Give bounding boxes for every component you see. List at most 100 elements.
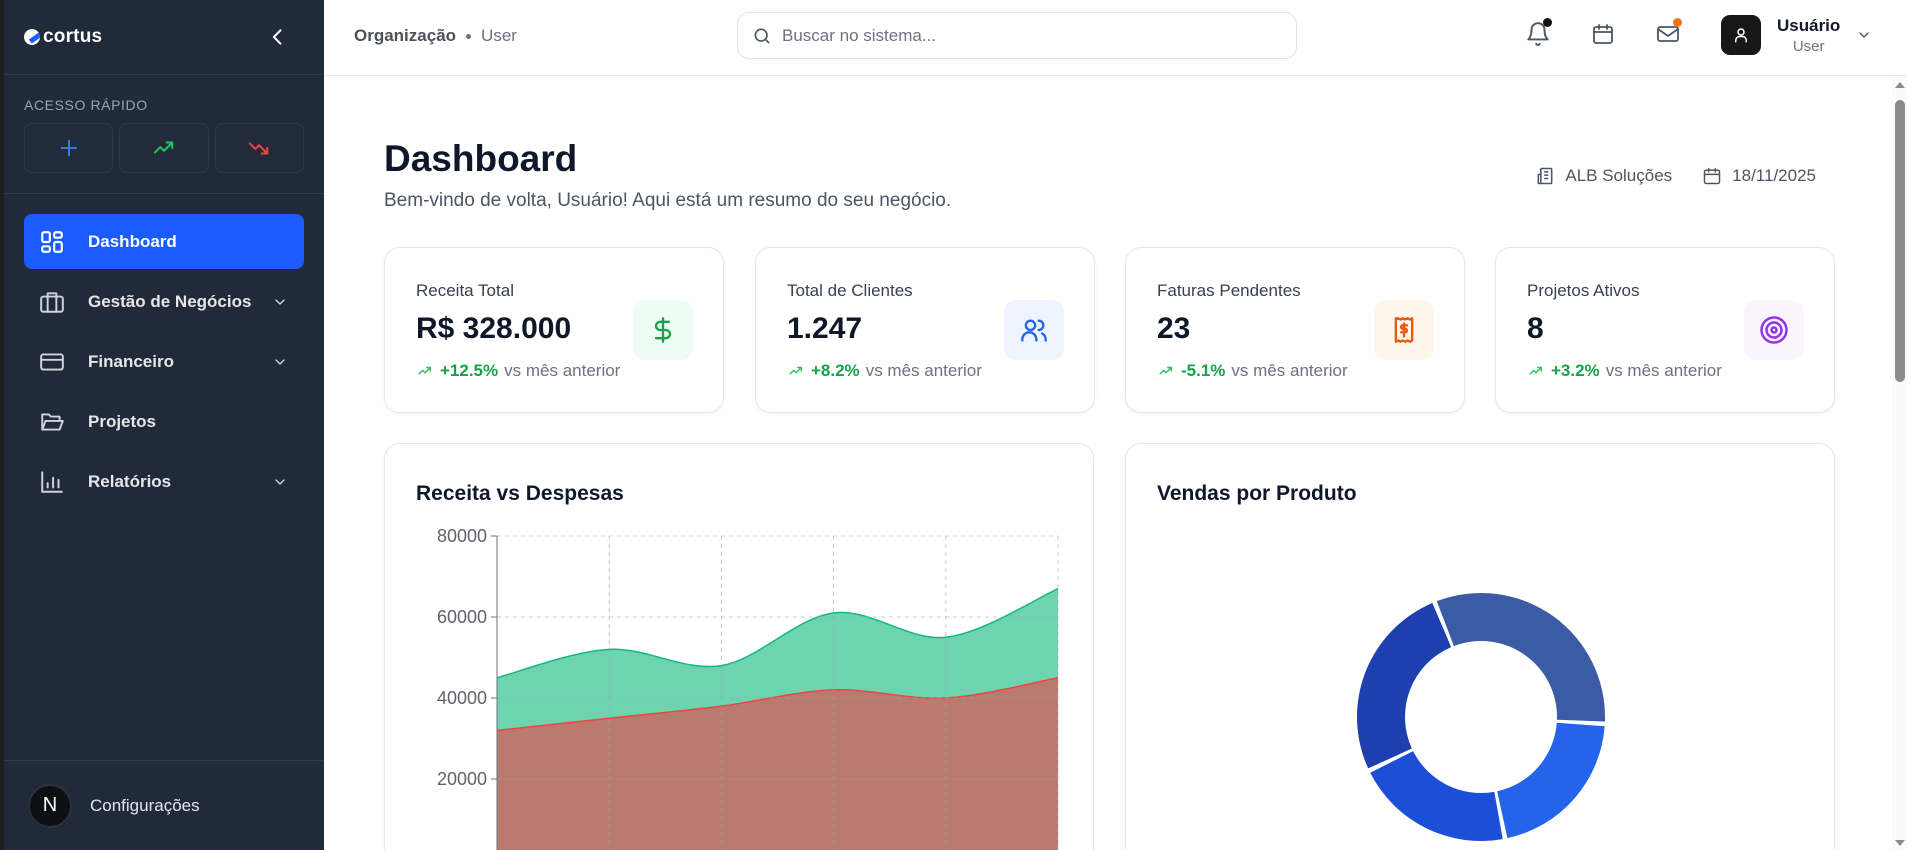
revenue-expenses-panel: Receita vs Despesas 20000 40000 60000 80000 bbox=[384, 443, 1094, 850]
chevron-left-icon bbox=[272, 29, 282, 45]
stat-card-projetos-ativos[interactable]: Projetos Ativos 8 +3.2% vs mês anterior bbox=[1495, 247, 1835, 413]
trending-down-icon bbox=[249, 142, 269, 155]
chevron-down-icon bbox=[275, 358, 285, 365]
stat-change: +3.2% vs mês anterior bbox=[1527, 361, 1722, 381]
logo-mark-icon bbox=[24, 29, 40, 45]
stat-card-total-clientes[interactable]: Total de Clientes 1.247 +8.2% vs mês ant… bbox=[755, 247, 1095, 413]
sidebar: cortus ACESSO RÁPIDO bbox=[4, 0, 324, 850]
sales-donut-chart[interactable] bbox=[1126, 444, 1836, 850]
stat-label: Projetos Ativos bbox=[1527, 281, 1640, 300]
sidebar-item-label: Gestão de Negócios bbox=[88, 291, 252, 311]
quick-expense-button[interactable] bbox=[214, 123, 304, 173]
stat-icon-container bbox=[1374, 300, 1434, 360]
y-tick-label: 80000 bbox=[437, 526, 487, 546]
search-input[interactable] bbox=[782, 25, 1262, 46]
scroll-thumb[interactable] bbox=[1895, 100, 1905, 382]
mail-icon bbox=[1657, 26, 1679, 42]
stat-card-faturas-pendentes[interactable]: Faturas Pendentes 23 -5.1% vs mês anteri… bbox=[1125, 247, 1465, 413]
donut-slice[interactable] bbox=[1436, 593, 1605, 722]
breadcrumb-separator bbox=[466, 33, 472, 39]
users-icon bbox=[1021, 319, 1047, 342]
y-tick-label: 20000 bbox=[437, 769, 487, 789]
quick-income-button[interactable] bbox=[119, 123, 209, 173]
bell-icon bbox=[1527, 22, 1549, 46]
panel-title: Receita vs Despesas bbox=[416, 482, 624, 505]
scroll-up-arrow[interactable] bbox=[1895, 82, 1905, 88]
quick-access: ACESSO RÁPIDO bbox=[4, 75, 324, 194]
search-icon bbox=[754, 28, 770, 44]
donut-slice[interactable] bbox=[1370, 751, 1503, 841]
trending-up-icon bbox=[153, 141, 174, 154]
line-despesas bbox=[496, 677, 1059, 732]
mail-badge bbox=[1673, 18, 1682, 27]
vertical-scrollbar[interactable] bbox=[1892, 76, 1907, 850]
breadcrumb-organization[interactable]: Organização bbox=[354, 26, 457, 45]
breadcrumb: Organização User bbox=[354, 26, 517, 46]
receipt-icon bbox=[1394, 317, 1414, 343]
brand-logo[interactable]: cortus bbox=[24, 26, 102, 48]
plus-icon bbox=[60, 139, 77, 157]
user-icon bbox=[1735, 28, 1747, 43]
stat-label: Total de Clientes bbox=[787, 281, 913, 300]
calendar-icon bbox=[1703, 167, 1721, 185]
sidebar-item-gestao-de-negocios[interactable]: Gestão de Negócios bbox=[24, 274, 304, 329]
current-date: 18/11/2025 bbox=[1732, 166, 1816, 185]
panel-title: Vendas por Produto bbox=[1157, 482, 1357, 505]
chevron-down-icon bbox=[275, 478, 285, 485]
sidebar-item-label: Financeiro bbox=[88, 351, 174, 371]
target-icon bbox=[1760, 316, 1788, 344]
credit-card-icon bbox=[40, 352, 64, 371]
org-avatar: N bbox=[28, 783, 72, 828]
brand-name: cortus bbox=[43, 26, 103, 47]
layout-dashboard-icon bbox=[41, 230, 63, 253]
user-avatar bbox=[1721, 15, 1761, 55]
stat-change: +8.2% vs mês anterior bbox=[787, 361, 982, 381]
area-despesas bbox=[497, 677, 1058, 850]
sidebar-item-relatorios[interactable]: Relatórios bbox=[24, 454, 304, 509]
page-meta: ALB Soluções 18/11/2025 bbox=[1535, 166, 1816, 186]
search-box[interactable] bbox=[737, 12, 1297, 59]
stat-value: 23 bbox=[1157, 312, 1191, 345]
sidebar-item-dashboard[interactable]: Dashboard bbox=[24, 214, 304, 269]
dollar-sign-icon bbox=[654, 317, 672, 343]
settings-link[interactable]: N Configurações bbox=[4, 760, 324, 850]
chevron-down-icon bbox=[275, 298, 285, 305]
stat-card-receita-total[interactable]: Receita Total R$ 328.000 +12.5% vs mês a… bbox=[384, 247, 724, 413]
stat-change: +12.5% vs mês anterior bbox=[416, 361, 620, 381]
y-tick-label: 40000 bbox=[437, 688, 487, 708]
chevron-down-icon bbox=[1859, 32, 1869, 38]
calendar-button[interactable] bbox=[1589, 20, 1617, 48]
quick-add-button[interactable] bbox=[24, 123, 114, 173]
user-menu[interactable]: Usuário User bbox=[1721, 15, 1872, 55]
company-name: ALB Soluções bbox=[1565, 166, 1673, 185]
user-name: Usuário bbox=[1777, 15, 1841, 35]
stat-change: -5.1% vs mês anterior bbox=[1157, 361, 1348, 381]
line-receita bbox=[496, 587, 1059, 679]
bar-chart-icon bbox=[41, 470, 63, 493]
stat-value: 8 bbox=[1527, 312, 1544, 345]
messages-button[interactable] bbox=[1654, 18, 1682, 48]
window-edge bbox=[0, 0, 4, 850]
main-content: Dashboard Bem-vindo de volta, Usuário! A… bbox=[324, 76, 1896, 850]
folder-open-icon bbox=[41, 412, 64, 431]
top-header: Organização User Usuário User bbox=[324, 0, 1907, 76]
stat-icon-container bbox=[1004, 300, 1064, 360]
notification-badge bbox=[1543, 18, 1552, 27]
page-subtitle: Bem-vindo de volta, Usuário! Aqui está u… bbox=[384, 190, 952, 211]
scroll-down-arrow[interactable] bbox=[1895, 840, 1905, 846]
sidebar-item-financeiro[interactable]: Financeiro bbox=[24, 334, 304, 389]
page-title: Dashboard bbox=[384, 138, 578, 179]
stat-value: 1.247 bbox=[787, 312, 863, 345]
donut-slice[interactable] bbox=[1357, 602, 1452, 769]
sidebar-brand: cortus bbox=[4, 0, 324, 75]
trending-up-icon bbox=[418, 366, 431, 375]
collapse-sidebar-button[interactable] bbox=[266, 25, 290, 49]
donut-slice[interactable] bbox=[1497, 722, 1605, 839]
building-icon bbox=[1537, 167, 1553, 185]
stat-icon-container bbox=[633, 300, 693, 360]
notifications-button[interactable] bbox=[1524, 18, 1552, 48]
sidebar-item-projetos[interactable]: Projetos bbox=[24, 394, 304, 449]
briefcase-icon bbox=[40, 291, 64, 313]
revenue-expenses-chart[interactable]: 20000 40000 60000 80000 bbox=[385, 444, 1095, 850]
